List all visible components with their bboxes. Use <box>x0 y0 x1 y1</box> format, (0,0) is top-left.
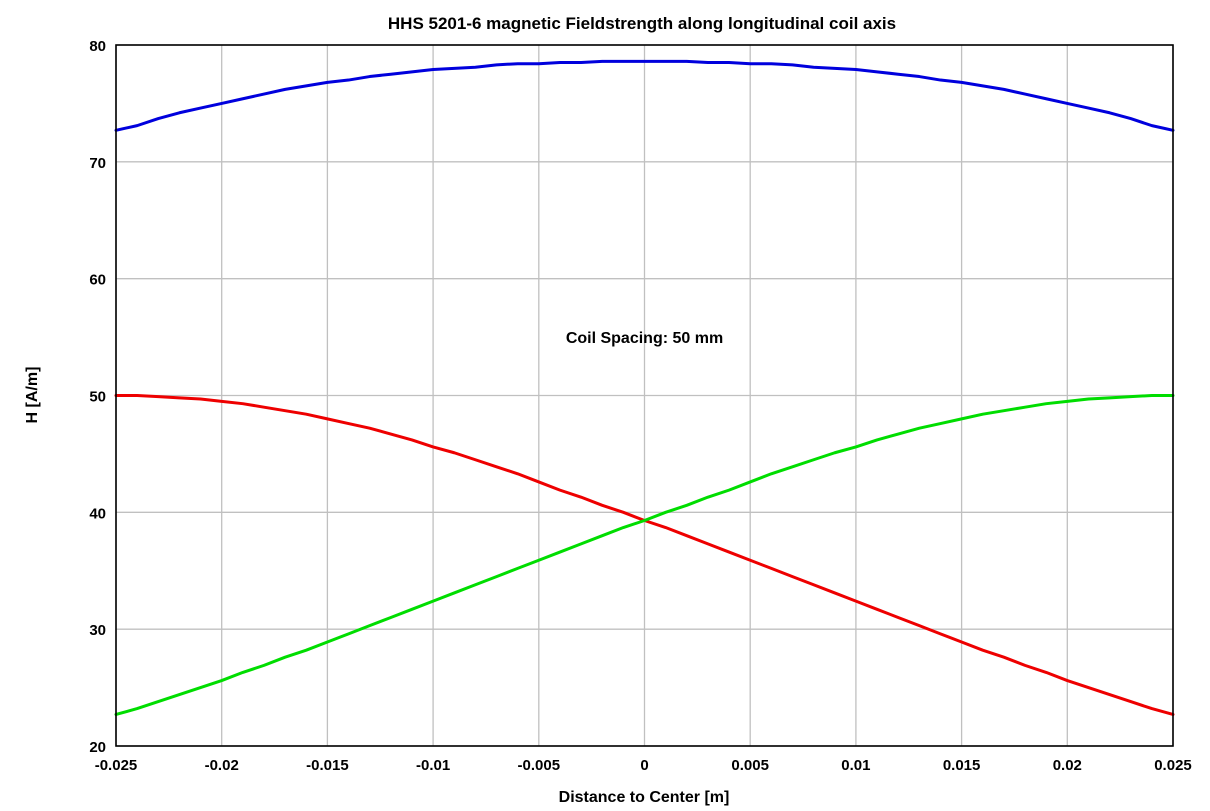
coil-spacing-annotation: Coil Spacing: 50 mm <box>566 330 723 347</box>
x-tick-label: 0.01 <box>841 757 870 774</box>
x-tick-label: -0.015 <box>306 757 349 774</box>
y-tick-label: 60 <box>89 272 106 289</box>
grid-lines <box>115 44 1174 747</box>
x-tick-label: -0.02 <box>205 757 239 774</box>
y-axis-label: H [A/m] <box>24 367 41 424</box>
y-tick-label: 40 <box>89 505 106 522</box>
series-layer <box>114 59 1175 716</box>
x-axis-label: Distance to Center [m] <box>559 789 730 806</box>
x-tick-label: 0.025 <box>1154 757 1192 774</box>
series-line-3 <box>114 394 1175 716</box>
plot-frame <box>115 44 1174 747</box>
x-tick-label: 0 <box>640 757 648 774</box>
y-tick-label: 80 <box>89 38 106 55</box>
x-tick-label: 0.015 <box>943 757 981 774</box>
x-tick-label: 0.02 <box>1053 757 1082 774</box>
y-axis-ticks: 20 30 40 50 60 70 80 <box>89 38 106 756</box>
y-tick-label: 20 <box>89 739 106 756</box>
y-tick-label: 70 <box>89 155 106 172</box>
y-tick-label: 30 <box>89 622 106 639</box>
x-tick-label: -0.025 <box>95 757 138 774</box>
x-tick-label: -0.01 <box>416 757 450 774</box>
x-axis-ticks: -0.025 -0.02 -0.015 -0.01 -0.005 0 0.005 0.01 0.… <box>95 757 1192 774</box>
y-tick-label: 50 <box>89 389 106 406</box>
chart-title: HHS 5201-6 magnetic Fieldstrength along … <box>388 14 896 33</box>
x-tick-label: -0.005 <box>518 757 561 774</box>
series-line-1 <box>114 59 1175 132</box>
x-tick-label: 0.005 <box>731 757 769 774</box>
